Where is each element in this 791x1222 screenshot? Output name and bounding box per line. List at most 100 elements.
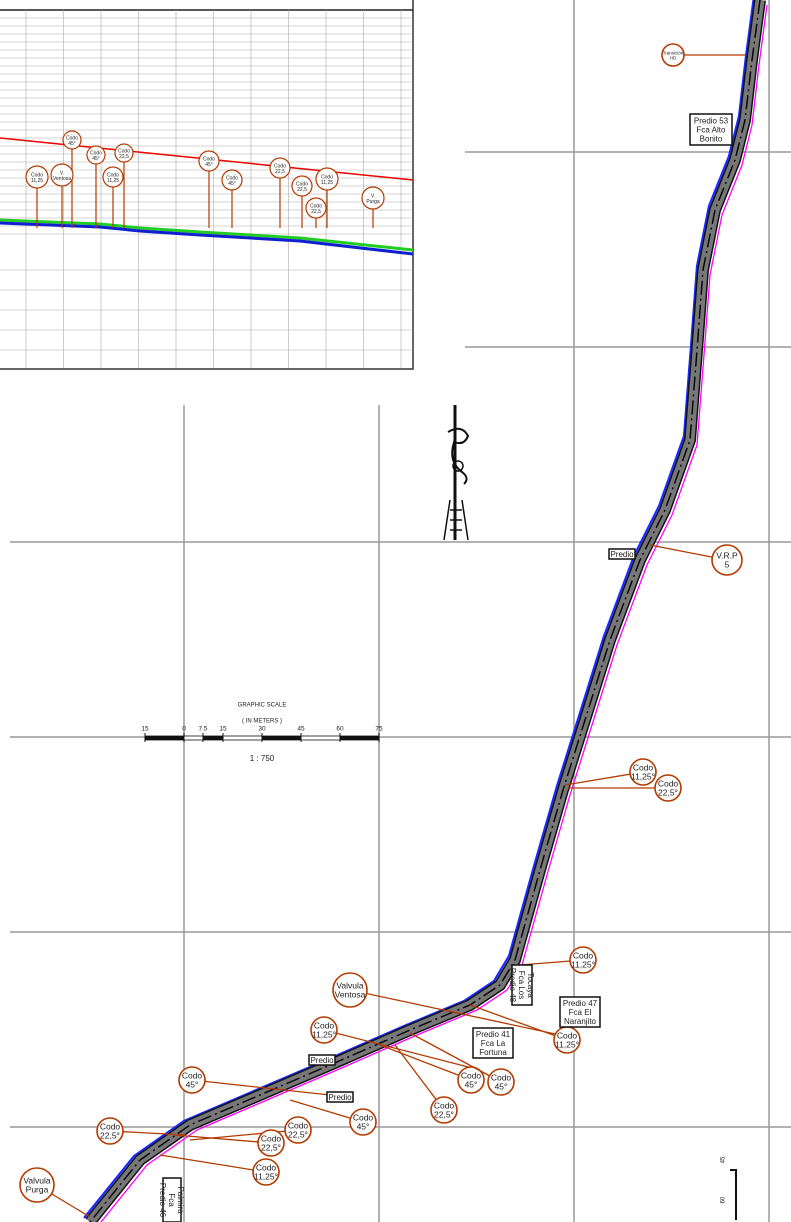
label-text: Predio [610, 550, 634, 559]
label-line: 45° [228, 181, 236, 187]
scale-tick-label: 15 [141, 726, 149, 733]
callout-leader [323, 1029, 481, 1071]
callout [332, 972, 368, 1008]
profile-callout [269, 157, 291, 179]
parcel-box [559, 996, 601, 1028]
scale-segment [183, 735, 204, 741]
profile-callout [114, 143, 134, 163]
label-text: Codo 22,5° [100, 1122, 121, 1141]
label-line: 11,25 [321, 180, 333, 186]
profile-callout [305, 197, 327, 219]
label-line: Codo [434, 1101, 455, 1111]
callout-leader [174, 1134, 272, 1144]
label-text: Codo 11,25° [312, 1021, 336, 1040]
label-line: Predio 46 [158, 1183, 167, 1218]
callout [711, 544, 743, 576]
profile-callout [221, 169, 243, 191]
label-text: Predio [310, 1056, 334, 1065]
label-text: Codo 22,5° [434, 1101, 455, 1120]
scale-tick-label: 60 [336, 726, 344, 733]
label-line: Purga [26, 1185, 49, 1195]
label-text: Codo 22,5 [274, 164, 286, 176]
label-text: Codo 11,25 [107, 173, 119, 185]
profile-callout [25, 165, 49, 189]
label-line: Codo [261, 1134, 282, 1144]
label-line: Codo [321, 175, 333, 181]
north-arrow [443, 405, 470, 541]
callout [252, 1158, 280, 1186]
callout-leader [349, 989, 561, 1036]
label-line: Predio 41 [476, 1030, 511, 1039]
label-text: TocayaFca LosPredio 48 [508, 968, 535, 1003]
label-text: V. Ventosa [53, 171, 71, 183]
callout-leader [469, 1004, 568, 1041]
label-line: Codo [31, 173, 43, 179]
label-text: Codo 11,25° [254, 1163, 278, 1182]
label-line: 11,25° [555, 1040, 579, 1050]
label-line: HD [670, 56, 677, 61]
label-text: Predio 53 Fca Alto Bonito [694, 117, 729, 144]
label-line: Codo [118, 149, 130, 155]
callout [569, 946, 597, 974]
label-line: 45° [68, 141, 76, 147]
callout-leader [379, 1044, 472, 1081]
callout [257, 1129, 285, 1157]
label-line: Predio [328, 1093, 352, 1102]
label-line: 45° [495, 1082, 508, 1092]
callout [487, 1068, 515, 1096]
label-line: 22,5° [100, 1131, 120, 1141]
label-line: Ventosa [53, 176, 71, 182]
sheet-bracket [730, 1169, 737, 1220]
label-line: Codo [491, 1073, 512, 1083]
pipe-boundary-right [100, 4, 768, 1222]
label-line: 11,25° [312, 1030, 336, 1040]
label-line: Codo [203, 157, 215, 163]
label-line: Codo [461, 1071, 482, 1081]
label-text: Predio [328, 1093, 352, 1102]
label-text: Codo 45° [90, 151, 102, 163]
label-line: Codo [274, 164, 286, 170]
label-text: Transición HD [663, 51, 684, 61]
scale-segment [300, 735, 341, 741]
label-line: Palmira [176, 1186, 185, 1214]
label-text: Codo 45° [461, 1071, 482, 1090]
pipe-profile [0, 221, 414, 256]
label-text: Predio 41 Fca La Fortuna [476, 1030, 511, 1057]
label-line: Fca La [481, 1039, 506, 1048]
label-text: Codo 11,25° [555, 1031, 579, 1050]
label-line: 45° [357, 1122, 370, 1132]
label-text: Codo 22,5° [261, 1134, 282, 1153]
label-line: 45° [465, 1080, 478, 1090]
label-line: 11,25 [31, 178, 43, 184]
callout [654, 774, 682, 802]
label-text: PalmiraFcaPredio 46 [158, 1183, 185, 1218]
label-line: V. [60, 171, 64, 177]
callout [457, 1066, 485, 1094]
label-line: Purga [366, 199, 380, 205]
callout [19, 1167, 55, 1203]
callout [661, 43, 685, 67]
callout-leader [159, 1154, 267, 1173]
label-text: Codo 22,5 [296, 182, 308, 194]
profile-callout [50, 163, 74, 187]
parcel-box [608, 548, 636, 560]
parcel-box [511, 964, 533, 1006]
label-line: Codo [353, 1113, 374, 1123]
label-line: Codo [658, 779, 679, 789]
label-line: Codo [557, 1031, 578, 1041]
scale-title: GRAPHIC SCALE [238, 703, 287, 709]
label-text: Codo 22,5 [118, 149, 130, 161]
label-line: Naranjito [564, 1017, 597, 1026]
label-line: 11,25° [571, 960, 595, 970]
label-line: 45° [92, 156, 100, 162]
profile-callout [62, 130, 82, 150]
callout [96, 1117, 124, 1145]
label-text: Codo 22,5 [310, 204, 322, 216]
label-line: Transición [663, 51, 684, 56]
label-line: 22,5° [434, 1110, 454, 1120]
pipe-boundary-left [83, 0, 755, 1219]
scale-tick-label: 15 [219, 726, 227, 733]
